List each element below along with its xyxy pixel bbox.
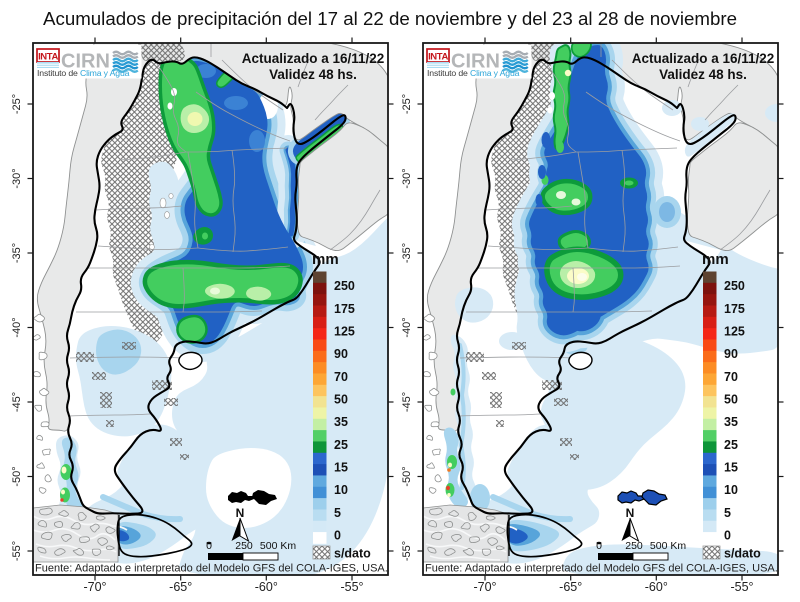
svg-text:Fuente: Adaptado e interpretad: Fuente: Adaptado e interpretado del Mode…: [425, 563, 778, 575]
svg-text:-60°: -60°: [645, 580, 668, 594]
svg-text:50: 50: [334, 393, 348, 407]
svg-text:-45°: -45°: [11, 392, 23, 412]
svg-text:-55°: -55°: [11, 541, 23, 561]
svg-text:-65°: -65°: [559, 580, 582, 594]
svg-text:-40°: -40°: [11, 317, 23, 337]
svg-text:250: 250: [235, 540, 253, 552]
svg-text:25: 25: [724, 438, 738, 452]
svg-text:-55°: -55°: [730, 580, 753, 594]
svg-text:-30°: -30°: [401, 168, 413, 188]
svg-text:CIRN: CIRN: [61, 51, 110, 73]
svg-text:Actualizado a 16/11/22: Actualizado a 16/11/22: [632, 51, 775, 66]
svg-text:mm: mm: [312, 251, 339, 268]
svg-text:CIRN: CIRN: [451, 51, 500, 73]
svg-text:0: 0: [206, 540, 212, 552]
svg-text:70: 70: [724, 370, 738, 384]
svg-text:125: 125: [724, 324, 745, 338]
svg-text:Validez 48 hs.: Validez 48 hs.: [269, 67, 357, 82]
svg-text:N: N: [236, 506, 245, 520]
svg-text:10: 10: [724, 483, 738, 497]
svg-text:175: 175: [334, 302, 355, 316]
svg-text:-55°: -55°: [340, 580, 363, 594]
svg-text:0: 0: [334, 529, 341, 543]
svg-text:-45°: -45°: [401, 392, 413, 412]
svg-text:Validez 48 hs.: Validez 48 hs.: [659, 67, 747, 82]
svg-text:175: 175: [724, 302, 745, 316]
svg-text:s/dato: s/dato: [724, 547, 761, 561]
svg-text:-35°: -35°: [401, 243, 413, 263]
svg-text:Acumulados de precipitación de: Acumulados de precipitación del 17 al 22…: [43, 8, 737, 29]
svg-text:0: 0: [596, 540, 602, 552]
svg-text:15: 15: [334, 461, 348, 475]
svg-text:125: 125: [334, 324, 355, 338]
svg-text:Fuente: Adaptado e interpretad: Fuente: Adaptado e interpretado del Mode…: [35, 563, 388, 575]
svg-text:Instituto de Clima y Agua: Instituto de Clima y Agua: [37, 68, 130, 78]
svg-text:-25°: -25°: [11, 94, 23, 114]
svg-text:s/dato: s/dato: [334, 547, 371, 561]
svg-text:-40°: -40°: [401, 317, 413, 337]
svg-text:N: N: [626, 506, 635, 520]
svg-text:50: 50: [724, 393, 738, 407]
svg-text:-35°: -35°: [11, 243, 23, 263]
svg-text:250: 250: [625, 540, 643, 552]
svg-text:15: 15: [724, 461, 738, 475]
svg-text:-55°: -55°: [401, 541, 413, 561]
svg-text:250: 250: [334, 279, 355, 293]
svg-text:70: 70: [334, 370, 348, 384]
svg-text:500 Km: 500 Km: [260, 540, 296, 552]
svg-text:-30°: -30°: [11, 168, 23, 188]
svg-text:0: 0: [724, 529, 731, 543]
svg-text:-60°: -60°: [255, 580, 278, 594]
svg-text:-25°: -25°: [401, 94, 413, 114]
svg-text:Actualizado a 16/11/22: Actualizado a 16/11/22: [242, 51, 385, 66]
svg-text:10: 10: [334, 483, 348, 497]
svg-text:5: 5: [334, 506, 341, 520]
svg-text:-70°: -70°: [473, 580, 496, 594]
svg-text:mm: mm: [702, 251, 729, 268]
svg-text:INTA: INTA: [38, 52, 58, 63]
svg-text:90: 90: [334, 347, 348, 361]
svg-text:-65°: -65°: [169, 580, 192, 594]
svg-text:25: 25: [334, 438, 348, 452]
svg-text:INTA: INTA: [428, 52, 448, 63]
svg-text:Instituto de Clima y Agua: Instituto de Clima y Agua: [427, 68, 520, 78]
svg-text:35: 35: [724, 415, 738, 429]
svg-text:-70°: -70°: [83, 580, 106, 594]
svg-text:5: 5: [724, 506, 731, 520]
svg-text:90: 90: [724, 347, 738, 361]
svg-text:-50°: -50°: [11, 466, 23, 486]
svg-text:-50°: -50°: [401, 466, 413, 486]
svg-text:250: 250: [724, 279, 745, 293]
svg-text:500 Km: 500 Km: [650, 540, 686, 552]
svg-text:35: 35: [334, 415, 348, 429]
